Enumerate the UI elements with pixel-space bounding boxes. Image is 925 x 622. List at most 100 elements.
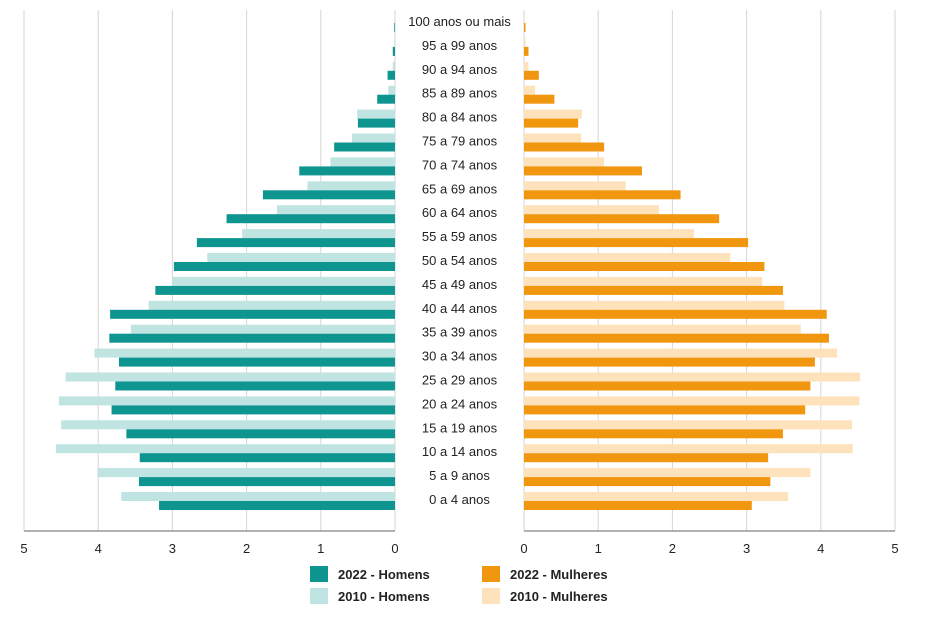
age-label-5: 25 a 29 anos — [422, 373, 498, 388]
age-label-18: 90 a 94 anos — [422, 62, 498, 77]
bar-2010-mulheres-3 — [524, 420, 852, 430]
bar-2022-homens-9 — [155, 285, 395, 295]
bar-2010-homens-12 — [277, 205, 395, 215]
bar-2022-mulheres-15 — [524, 142, 605, 152]
x-tick-right-5: 5 — [891, 541, 898, 556]
bar-2022-homens-5 — [115, 381, 396, 391]
bar-2010-mulheres-12 — [524, 205, 660, 215]
age-label-19: 95 a 99 anos — [422, 38, 498, 53]
bar-2022-homens-11 — [196, 238, 395, 248]
bar-2022-mulheres-19 — [524, 46, 529, 56]
bar-2010-homens-0 — [121, 492, 396, 501]
bar-2022-mulheres-7 — [524, 333, 829, 343]
age-label-20: 100 anos ou mais — [408, 14, 511, 29]
bar-2010-homens-10 — [207, 253, 395, 262]
bar-2022-homens-6 — [118, 357, 395, 367]
bar-2022-homens-0 — [159, 501, 395, 510]
legend-swatch-2010-homens — [310, 588, 328, 604]
age-label-11: 55 a 59 anos — [422, 229, 498, 244]
bar-2022-mulheres-3 — [524, 429, 783, 439]
legend-label-2022-mulheres: 2022 - Mulheres — [510, 566, 608, 582]
bar-2010-mulheres-11 — [524, 229, 694, 239]
age-label-17: 85 a 89 anos — [422, 86, 498, 101]
bar-2022-homens-20 — [394, 23, 395, 32]
bar-2022-homens-13 — [262, 190, 395, 200]
bar-2010-homens-17 — [388, 85, 395, 95]
bar-2022-mulheres-12 — [524, 214, 720, 224]
bar-2022-mulheres-10 — [524, 262, 765, 271]
age-label-14: 70 a 74 anos — [422, 157, 498, 172]
bar-2010-mulheres-0 — [524, 492, 789, 501]
bar-2022-mulheres-17 — [524, 94, 555, 104]
x-tick-right-4: 4 — [817, 541, 824, 556]
x-tick-left-0: 0 — [391, 541, 398, 556]
x-tick-right-0: 0 — [520, 541, 527, 556]
bar-2010-mulheres-17 — [524, 85, 536, 95]
age-label-15: 75 a 79 anos — [422, 134, 498, 149]
bar-2022-mulheres-20 — [524, 23, 526, 32]
age-label-1: 5 a 9 anos — [429, 468, 490, 483]
bar-2010-mulheres-13 — [524, 181, 626, 191]
legend-label-2010-homens: 2010 - Homens — [338, 588, 430, 604]
bar-2022-mulheres-14 — [524, 166, 642, 176]
bar-2022-homens-4 — [111, 405, 395, 415]
bar-2022-homens-10 — [173, 262, 395, 271]
bar-2010-homens-18 — [392, 61, 395, 71]
x-tick-right-2: 2 — [669, 541, 676, 556]
bar-2010-mulheres-15 — [524, 133, 582, 143]
bar-2010-homens-2 — [55, 444, 395, 454]
x-tick-left-4: 4 — [95, 541, 102, 556]
bar-2010-mulheres-14 — [524, 157, 605, 167]
x-tick-left-1: 1 — [317, 541, 324, 556]
bar-2010-mulheres-10 — [524, 253, 731, 262]
legend-label-2022-homens: 2022 - Homens — [338, 566, 430, 582]
bar-2022-mulheres-1 — [524, 477, 771, 487]
age-label-13: 65 a 69 anos — [422, 181, 498, 196]
bar-2022-mulheres-16 — [524, 118, 579, 128]
bar-2022-mulheres-8 — [524, 309, 827, 319]
bar-2022-mulheres-5 — [524, 381, 811, 391]
age-label-4: 20 a 24 anos — [422, 396, 498, 411]
bar-2022-homens-18 — [387, 70, 395, 80]
bar-2010-homens-6 — [94, 348, 396, 358]
legend-item-2022-homens: 2022 - Homens — [310, 566, 430, 582]
age-label-10: 50 a 54 anos — [422, 253, 498, 268]
bar-2022-mulheres-6 — [524, 357, 815, 367]
bar-2022-mulheres-11 — [524, 238, 749, 248]
bar-2010-homens-3 — [61, 420, 395, 430]
x-tick-left-3: 3 — [169, 541, 176, 556]
bar-2022-homens-19 — [392, 46, 395, 56]
bar-2010-mulheres-6 — [524, 348, 838, 358]
x-tick-right-3: 3 — [743, 541, 750, 556]
age-label-8: 40 a 44 anos — [422, 301, 498, 316]
bar-2022-homens-2 — [139, 453, 395, 463]
bar-2010-mulheres-9 — [524, 276, 763, 286]
legend-swatch-2022-homens — [310, 566, 328, 582]
age-label-3: 15 a 19 anos — [422, 420, 498, 435]
legend: 2022 - Homens 2010 - Homens 2022 - Mulhe… — [310, 566, 650, 612]
bar-2022-homens-15 — [334, 142, 395, 152]
bar-2010-mulheres-5 — [524, 372, 861, 382]
legend-swatch-2010-mulheres — [482, 588, 500, 604]
bar-2010-homens-1 — [97, 468, 395, 478]
bar-2010-mulheres-8 — [524, 300, 785, 310]
bar-2010-mulheres-18 — [524, 61, 529, 71]
bar-2022-homens-3 — [126, 429, 395, 439]
age-label-9: 45 a 49 anos — [422, 277, 498, 292]
bar-2010-homens-16 — [357, 109, 395, 119]
age-label-12: 60 a 64 anos — [422, 205, 498, 220]
bar-2010-homens-13 — [307, 181, 395, 191]
x-tick-right-1: 1 — [595, 541, 602, 556]
bar-2022-mulheres-9 — [524, 285, 783, 295]
bar-2010-mulheres-4 — [524, 396, 860, 406]
legend-swatch-2022-mulheres — [482, 566, 500, 582]
legend-label-2010-mulheres: 2010 - Mulheres — [510, 588, 608, 604]
bar-2010-mulheres-2 — [524, 444, 853, 454]
population-pyramid-chart: 5 4 3 2 1 0 0 1 2 3 4 5 0 a 4 anos 5 a 9 anos 10 a 14 … — [20, 10, 899, 556]
bar-2022-mulheres-4 — [524, 405, 806, 415]
bar-2010-homens-14 — [330, 157, 395, 167]
bar-2010-homens-19 — [394, 37, 395, 47]
age-label-6: 30 a 34 anos — [422, 349, 498, 364]
x-tick-left-2: 2 — [243, 541, 250, 556]
bar-2022-homens-1 — [139, 477, 395, 487]
